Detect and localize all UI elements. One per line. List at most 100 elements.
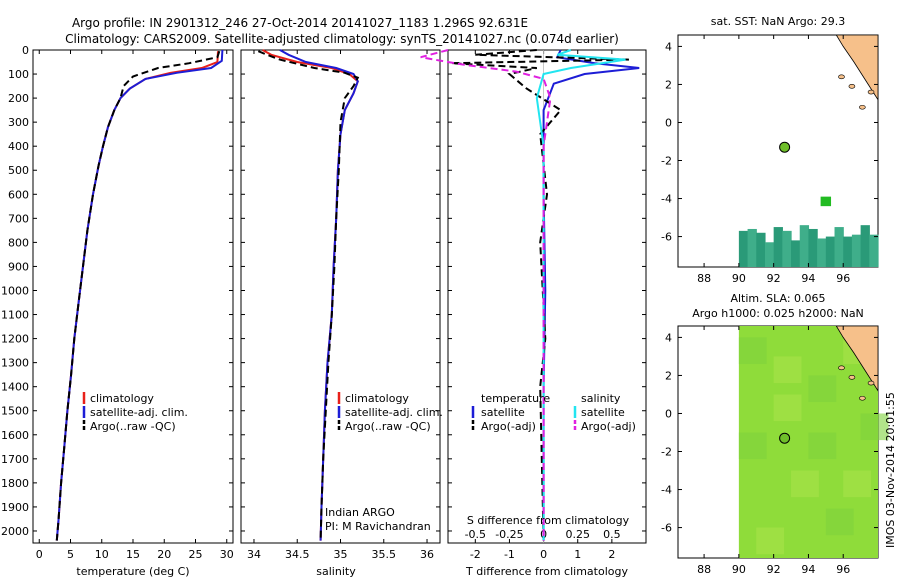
x-tick-label: 92: [767, 563, 781, 576]
sst-map-plot: 88 90 92 94 96 4 2 0 -2 -4 -6: [661, 34, 879, 285]
legend-label-s-argo: Argo(-adj): [581, 420, 636, 433]
y-tick-label: 400: [8, 140, 29, 153]
series-line-argo-raw-qc-: [55, 50, 221, 541]
series-line-argo-adj-: [451, 49, 629, 541]
y-tick-label: 1000: [1, 284, 29, 297]
x-tick-label: 20: [157, 548, 171, 561]
sla-cell: [773, 356, 802, 384]
y-tick-label: -2: [661, 446, 672, 459]
difference-xlabel: T difference from climatology: [465, 565, 628, 578]
sst-cell: [851, 234, 862, 267]
sst-cell: [747, 228, 757, 267]
sst-cell: [825, 236, 836, 267]
legend-title-temperature: temperature: [481, 392, 550, 405]
difference-legend: temperature salinity satellite Argo(-adj…: [471, 392, 636, 433]
x-tick-label: -1: [504, 548, 515, 561]
y-tick-label: 700: [8, 212, 29, 225]
sst-cell: [782, 230, 792, 267]
x-tick-label: 0: [36, 548, 43, 561]
y-tick-label: 1500: [1, 405, 29, 418]
sla-cell: [791, 470, 819, 498]
x-tick-label: 34.5: [285, 548, 310, 561]
difference-xlabel-top: S difference from climatology: [467, 514, 630, 527]
x-tick-label: 10: [95, 548, 109, 561]
island: [848, 84, 856, 89]
y-tick-label: 1600: [1, 429, 29, 442]
sla-map-subtitle: Argo h1000: 0.025 h2000: NaN: [692, 307, 864, 320]
sst-cell: [820, 196, 832, 207]
difference-axes: [447, 49, 647, 544]
x-tick-label: 90: [732, 563, 746, 576]
series-line-satellite: [535, 49, 626, 541]
argo-location-marker: [779, 141, 791, 153]
island: [838, 365, 845, 371]
sla-cell: [808, 432, 837, 460]
legend-label-satellite: satellite-adj. clim.: [345, 406, 443, 419]
temperature-plot: 0 5 10 15 20 25 300100200300400500600700800900…: [1, 44, 234, 561]
y-tick-label: 2: [665, 78, 672, 91]
y-tick-label: 1200: [1, 333, 29, 346]
sla-cell: [825, 508, 854, 536]
legend-label-t-satellite: satellite: [481, 406, 525, 419]
y-tick-label: 0: [665, 116, 672, 129]
series-line-argo-raw-qc-: [257, 50, 360, 541]
y-tick-label: 1400: [1, 381, 29, 394]
y-tick-label: 600: [8, 188, 29, 201]
y-tick-label: 1300: [1, 357, 29, 370]
institution-label: Indian ARGO: [325, 506, 395, 519]
y-tick-label: 900: [8, 260, 29, 273]
y-tick-label: 0: [665, 407, 672, 420]
y-tick-label: -6: [661, 231, 672, 244]
sst-map-title: sat. SST: NaN Argo: 29.3: [711, 15, 845, 28]
y-tick-label: 100: [8, 68, 29, 81]
island: [838, 74, 845, 80]
x-tick-label: 90: [732, 272, 746, 285]
x-tick-label: 0: [540, 548, 547, 561]
x-tick-label: 30: [220, 548, 234, 561]
y-tick-label: 500: [8, 164, 29, 177]
s-tick-label: -0.5: [465, 528, 486, 541]
sst-cell: [817, 238, 827, 267]
sla-cell: [860, 413, 889, 441]
series-line-satellite: [542, 49, 640, 541]
x-tick-label: 94: [801, 563, 815, 576]
sst-cell: [764, 242, 775, 267]
island: [859, 395, 866, 401]
island: [859, 104, 866, 110]
island: [867, 380, 875, 386]
temperature-axes: [32, 49, 234, 544]
sst-cell: [773, 227, 783, 267]
land-sumatra: [835, 325, 879, 393]
difference-plot: -2 -1 0 1 2-0.5 -0.25 0 0.25 0.5: [420, 49, 646, 561]
sst-cell: [869, 234, 879, 267]
salinity-plot: 34 34.5 35 35.5 36: [241, 49, 440, 561]
temperature-legend: climatology satellite-adj. clim. Argo(..…: [82, 392, 188, 433]
pi-label: PI: M Ravichandran: [325, 520, 431, 533]
y-tick-label: -4: [661, 484, 672, 497]
y-tick-label: 1800: [1, 477, 29, 490]
y-tick-label: 200: [8, 92, 29, 105]
y-tick-label: -2: [661, 155, 672, 168]
island: [848, 375, 856, 380]
legend-label-climatology: climatology: [90, 392, 154, 405]
x-tick-label: 2: [608, 548, 615, 561]
legend-label-s-satellite: satellite: [581, 406, 625, 419]
y-tick-label: -4: [661, 193, 672, 206]
sla-map-plot: 88 90 92 94 96 4 2 0 -2 -4 -6: [661, 325, 889, 576]
sla-cell: [738, 337, 767, 365]
x-tick-label: 35.5: [372, 548, 397, 561]
x-tick-label: 88: [697, 272, 711, 285]
x-tick-label: 96: [836, 272, 850, 285]
title-line1: Argo profile: IN 2901312_246 27-Oct-2014…: [72, 16, 528, 30]
legend-label-argo: Argo(..raw -QC): [90, 420, 176, 433]
salinity-axes: [240, 49, 441, 544]
x-tick-label: 88: [697, 563, 711, 576]
x-tick-label: -2: [470, 548, 481, 561]
sst-cell: [834, 227, 844, 267]
x-tick-label: 36: [420, 548, 434, 561]
y-tick-label: 2: [665, 369, 672, 382]
sla-cell: [773, 394, 802, 422]
y-tick-label: 0: [22, 44, 29, 57]
sst-cell: [843, 236, 853, 267]
